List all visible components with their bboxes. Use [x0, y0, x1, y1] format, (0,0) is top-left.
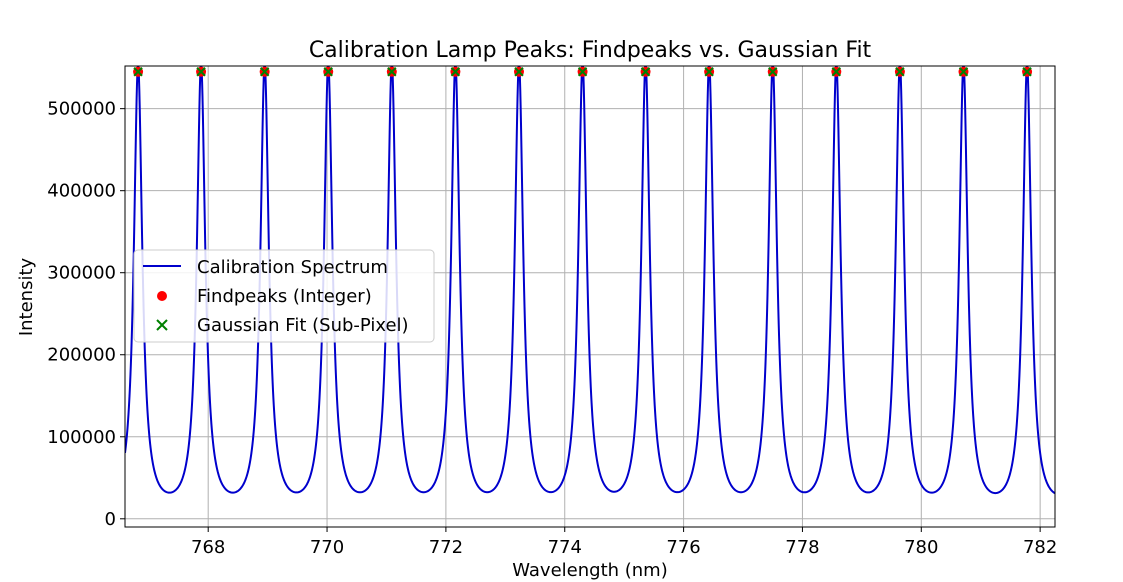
y-tick-label: 500000 [47, 99, 116, 120]
legend: Calibration Spectrum Findpeaks (Integer)… [133, 249, 435, 343]
gaussian-fit-point [133, 67, 143, 77]
gaussian-fit-point [259, 67, 270, 77]
gaussian-fit-point [704, 67, 714, 77]
legend-entry-spectrum: Calibration Spectrum [197, 257, 388, 278]
x-tick-label: 774 [548, 537, 582, 558]
y-tick-label: 300000 [47, 263, 116, 284]
gaussian-fit-point [958, 67, 969, 77]
gaussian-fit-point [196, 67, 206, 77]
x-axis: 768 770 772 774 776 778 780 782 [191, 527, 1057, 558]
legend-box [133, 249, 435, 343]
gaussian-fit-point [640, 67, 651, 77]
x-tick-label: 780 [904, 537, 938, 558]
spectrum-line [125, 66, 1055, 495]
gaussian-fit-point [1022, 67, 1032, 77]
x-tick-label: 768 [191, 537, 225, 558]
gaussian-fit-point [831, 67, 842, 77]
plot-area [125, 66, 1055, 495]
y-tick-label: 400000 [47, 181, 116, 202]
x-tick-label: 770 [310, 537, 344, 558]
chart-title: Calibration Lamp Peaks: Findpeaks vs. Ga… [309, 38, 872, 63]
plot-frame [124, 65, 1056, 528]
gaussian-fit-point [450, 67, 461, 77]
gaussian-fit-point [577, 67, 588, 77]
legend-x-marker [156, 319, 168, 331]
x-tick-label: 778 [785, 537, 819, 558]
x-axis-label: Wavelength (nm) [512, 560, 668, 581]
x-tick-label: 776 [666, 537, 700, 558]
y-tick-label: 200000 [47, 345, 116, 366]
legend-circle-marker [157, 291, 167, 301]
gaussian-fit-point [895, 67, 905, 77]
legend-entry-gaussian-fit: Gaussian Fit (Sub-Pixel) [197, 315, 409, 336]
gaussian-fit-point [768, 67, 778, 77]
legend-entry-findpeaks: Findpeaks (Integer) [197, 286, 372, 307]
y-tick-label: 100000 [47, 427, 116, 448]
x-tick-label: 772 [429, 537, 463, 558]
y-axis: 0 100000 200000 300000 400000 500000 [47, 99, 125, 530]
y-tick-label: 0 [105, 509, 116, 530]
x-tick-label: 782 [1023, 537, 1057, 558]
gaussian-fit-point [323, 67, 333, 77]
gaussian-fit-point [387, 67, 397, 77]
y-axis-label: Intensity [16, 257, 37, 336]
gaussian-fit-point [514, 67, 524, 77]
